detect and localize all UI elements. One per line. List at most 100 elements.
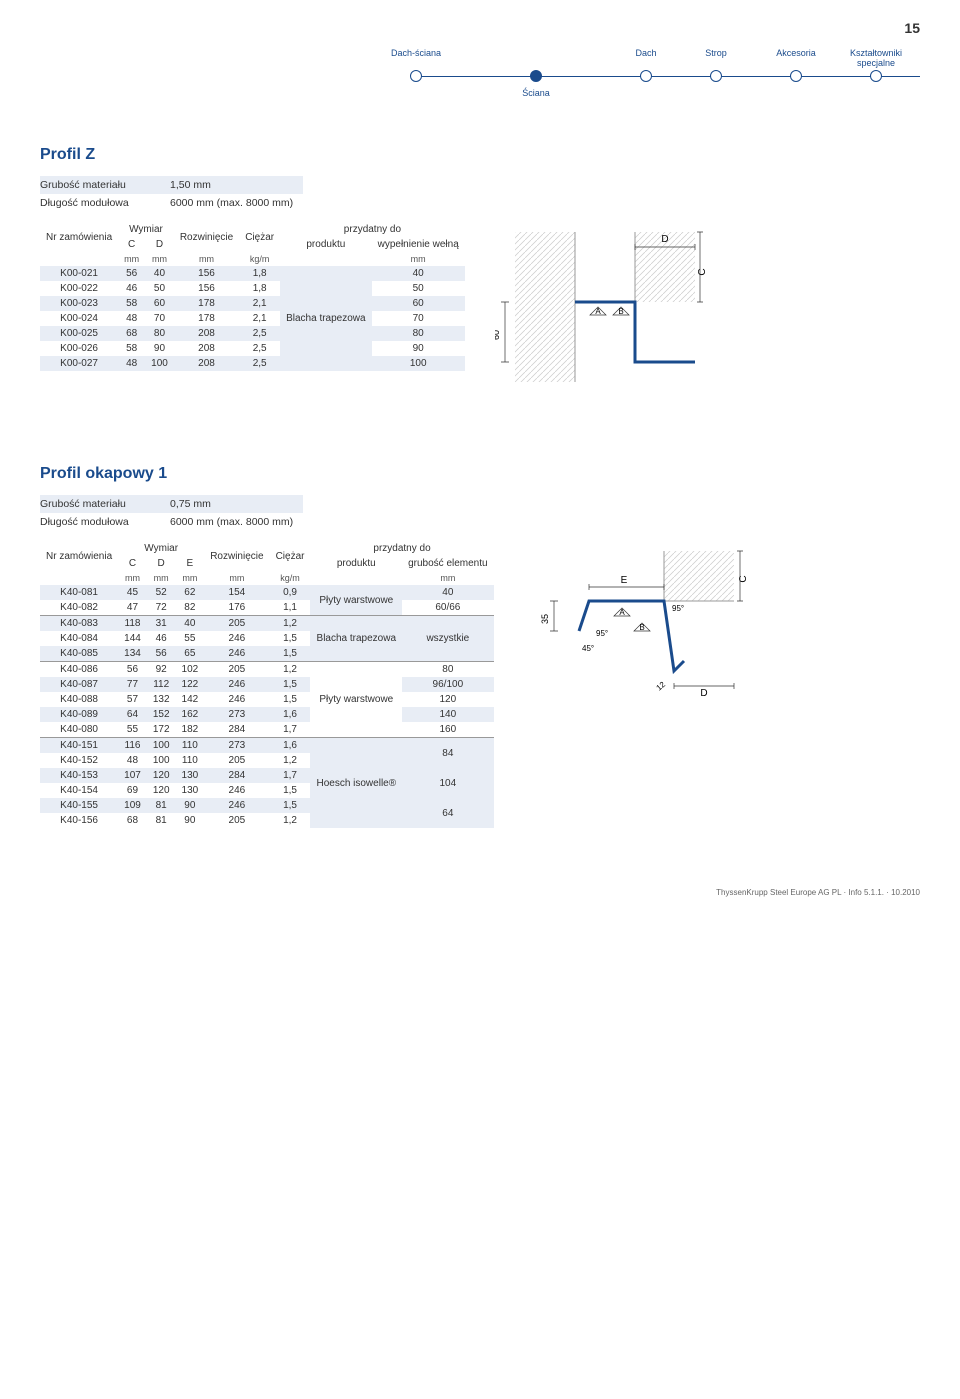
cell: 47 xyxy=(118,600,147,616)
cell: K00-025 xyxy=(40,326,118,341)
svg-text:60: 60 xyxy=(495,330,501,340)
cell: 1,7 xyxy=(270,768,311,783)
cell: 182 xyxy=(176,722,205,738)
cell: K40-156 xyxy=(40,813,118,828)
cell: K00-021 xyxy=(40,266,118,281)
cell: 96/100 xyxy=(402,677,494,692)
cell: K40-089 xyxy=(40,707,118,722)
table-row: K40-083 118 31 40 205 1,2 Blacha trapezo… xyxy=(40,616,494,632)
cell: 246 xyxy=(204,646,269,662)
cell: 81 xyxy=(147,813,176,828)
cell: 55 xyxy=(176,631,205,646)
table-row: K00-023 58 60 178 2,1 60 xyxy=(40,296,465,311)
cell: 156 xyxy=(174,266,239,281)
cell: 284 xyxy=(204,768,269,783)
cell: 118 xyxy=(118,616,147,632)
cell: 72 xyxy=(147,600,176,616)
meta-label: Grubość materiału xyxy=(40,495,170,513)
cell: K40-155 xyxy=(40,798,118,813)
cell: 1,2 xyxy=(270,616,311,632)
svg-text:C: C xyxy=(697,268,708,275)
unit: mm xyxy=(176,571,205,585)
cell: 284 xyxy=(204,722,269,738)
cell: 60/66 xyxy=(402,600,494,616)
cell: 56 xyxy=(118,266,145,281)
cell: 90 xyxy=(176,813,205,828)
cell: 40 xyxy=(372,266,465,281)
svg-text:A: A xyxy=(595,307,601,316)
cell: 162 xyxy=(176,707,205,722)
cell: 80 xyxy=(402,662,494,678)
cell: 208 xyxy=(174,356,239,371)
cell: 60 xyxy=(145,296,174,311)
cell: 110 xyxy=(176,753,205,768)
product-cell: Płyty warstwowe xyxy=(310,662,402,738)
meta-label: Grubość materiału xyxy=(40,176,170,194)
cell: 2,5 xyxy=(239,356,280,371)
col-header: Nr zamówienia xyxy=(40,222,118,252)
unit: mm xyxy=(372,252,465,266)
cell: K00-023 xyxy=(40,296,118,311)
cell: 48 xyxy=(118,311,145,326)
col-sub: produktu xyxy=(310,556,402,571)
cell: 154 xyxy=(204,585,269,600)
cell: 1,1 xyxy=(270,600,311,616)
cell: 80 xyxy=(145,326,174,341)
col-sub: C xyxy=(118,237,145,252)
cell: 46 xyxy=(118,281,145,296)
cell: 144 xyxy=(118,631,147,646)
cell: 82 xyxy=(176,600,205,616)
nav-node xyxy=(790,70,802,82)
svg-text:D: D xyxy=(700,688,707,699)
table-row: K40-087 77 112 122 246 1,5 96/100 xyxy=(40,677,494,692)
cell: K40-088 xyxy=(40,692,118,707)
cell: 100 xyxy=(147,753,176,768)
cell: K40-153 xyxy=(40,768,118,783)
svg-text:B: B xyxy=(618,307,623,316)
cell: 64 xyxy=(402,798,494,828)
cell: 208 xyxy=(174,326,239,341)
cell: 134 xyxy=(118,646,147,662)
cell: 246 xyxy=(204,783,269,798)
cell: 48 xyxy=(118,356,145,371)
table-row: K40-081 45 52 62 154 0,9 Płyty warstwowe… xyxy=(40,585,494,600)
diagram-profil-z: 60 A B C D xyxy=(495,222,715,405)
cell: 100 xyxy=(147,738,176,754)
cell: 246 xyxy=(204,692,269,707)
cell: 132 xyxy=(147,692,176,707)
cell: 1,8 xyxy=(239,266,280,281)
cell: 246 xyxy=(204,631,269,646)
svg-text:D: D xyxy=(661,234,668,245)
cell: 40 xyxy=(145,266,174,281)
cell: 176 xyxy=(204,600,269,616)
cell: 100 xyxy=(372,356,465,371)
cell: K00-022 xyxy=(40,281,118,296)
unit: mm xyxy=(145,252,174,266)
cell: K00-026 xyxy=(40,341,118,356)
cell: 116 xyxy=(118,738,147,754)
table-row: K00-025 68 80 208 2,5 80 xyxy=(40,326,465,341)
product-cell: Płyty warstwowe xyxy=(310,585,402,616)
cell: 205 xyxy=(204,662,269,678)
table-row: K00-024 48 70 178 2,1 70 xyxy=(40,311,465,326)
cell: K40-152 xyxy=(40,753,118,768)
col-sub: D xyxy=(145,237,174,252)
diagram-profil-okapowy: 35 E C A B 95° 95° 45° 12 D xyxy=(524,541,754,744)
col-sub: wypełnienie wełną xyxy=(372,237,465,252)
cell: 120 xyxy=(147,783,176,798)
cell: 80 xyxy=(372,326,465,341)
cell: 205 xyxy=(204,813,269,828)
col-sub: grubość elementu xyxy=(402,556,494,571)
cell: 0,9 xyxy=(270,585,311,600)
svg-text:95°: 95° xyxy=(596,629,608,638)
meta-value: 1,50 mm xyxy=(170,176,303,194)
table-row: K40-151 116 100 110 273 1,6 Hoesch isowe… xyxy=(40,738,494,754)
meta-value: 0,75 mm xyxy=(170,495,303,513)
nav-node xyxy=(410,70,422,82)
col-header: przydatny do xyxy=(310,541,493,556)
cell: 273 xyxy=(204,707,269,722)
cell: 57 xyxy=(118,692,147,707)
table-row: K00-021 56 40 156 1,8 Blacha trapezowa 4… xyxy=(40,266,465,281)
cell: 2,5 xyxy=(239,326,280,341)
unit: mm xyxy=(147,571,176,585)
